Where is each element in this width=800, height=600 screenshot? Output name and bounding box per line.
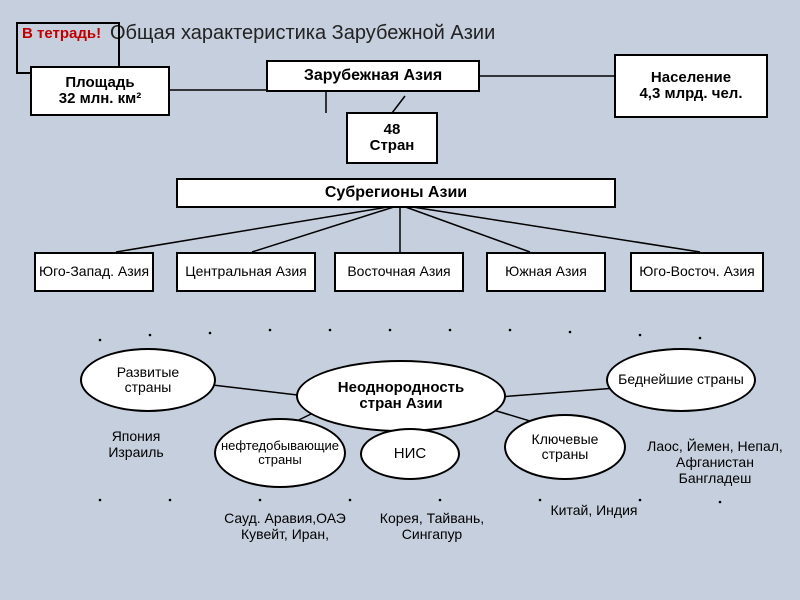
node-sr1: Юго-Запад. Азия (34, 252, 154, 292)
label-l-dev: Япония Израиль (86, 428, 186, 460)
label-l-key: Китай, Индия (524, 502, 664, 518)
node-sr2: Центральная Азия (176, 252, 316, 292)
node-label: нефтедобывающиестраны (221, 439, 339, 468)
node-label: Неоднородностьстран Азии (338, 380, 464, 413)
node-label: Юго-Восточ. Азия (639, 264, 754, 279)
node-label: 48Стран (370, 122, 415, 155)
node-nis: НИС (360, 428, 460, 480)
node-oil: нефтедобывающиестраны (214, 418, 346, 488)
node-sr5: Юго-Восточ. Азия (630, 252, 764, 292)
node-label: Восточная Азия (347, 264, 450, 279)
node-hetero: Неоднородностьстран Азии (296, 360, 506, 432)
node-label: Беднейшие страны (618, 372, 744, 387)
node-poor: Беднейшие страны (606, 348, 756, 412)
node-sr3: Восточная Азия (334, 252, 464, 292)
diagram-canvas: Общая характеристика Зарубежной Азии В т… (0, 0, 800, 600)
node-key: Ключевыестраны (504, 414, 626, 480)
node-countries: 48Стран (346, 112, 438, 164)
node-label: НИС (394, 446, 426, 463)
node-label: Ключевыестраны (532, 432, 599, 463)
node-population: Население4,3 млрд. чел. (614, 54, 768, 118)
page-title: Общая характеристика Зарубежной Азии (110, 22, 495, 45)
node-main: Зарубежная Азия (266, 60, 480, 92)
label-l-poor: Лаос, Йемен, Непал, Афганистан Бангладеш (640, 438, 790, 486)
node-label: Субрегионы Азии (325, 184, 467, 202)
node-area: Площадь32 млн. км² (30, 66, 170, 116)
label-l-oil: Сауд. Аравия,ОАЭ Кувейт, Иран, (200, 510, 370, 542)
node-label: Развитыестраны (117, 365, 179, 396)
label-l-nis: Корея, Тайвань, Сингапур (362, 510, 502, 542)
node-sr4: Южная Азия (486, 252, 606, 292)
node-subregions: Субрегионы Азии (176, 178, 616, 208)
node-label: Юго-Запад. Азия (39, 264, 149, 279)
node-dev: Развитыестраны (80, 348, 216, 412)
node-label: Население4,3 млрд. чел. (639, 70, 742, 103)
node-label: Южная Азия (505, 264, 587, 279)
node-label: Зарубежная Азия (304, 67, 442, 85)
node-label: Центральная Азия (185, 264, 306, 279)
node-label: Площадь32 млн. км² (59, 75, 141, 108)
